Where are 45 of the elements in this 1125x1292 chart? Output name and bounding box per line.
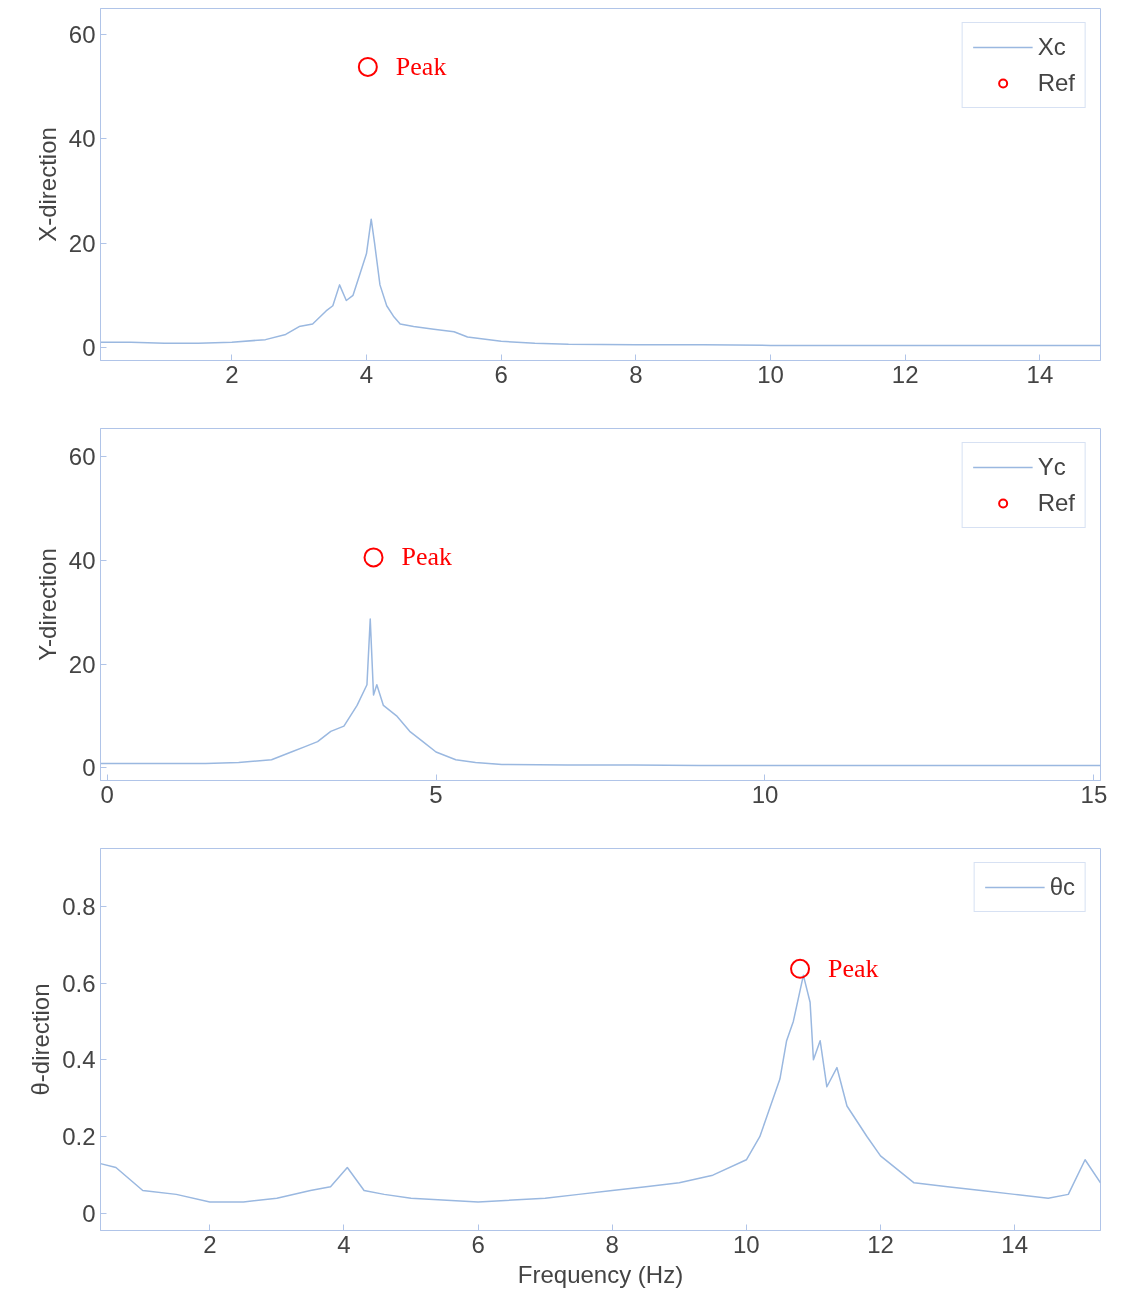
x-tick-label: 4 bbox=[359, 360, 374, 388]
x-tick-label: 6 bbox=[494, 360, 508, 388]
y-tick-label: 0 bbox=[82, 333, 96, 361]
x-tick-label: 0 bbox=[100, 780, 114, 808]
y-tick-label: 0.4 bbox=[62, 1046, 96, 1074]
y-tick-label: 0.6 bbox=[62, 969, 96, 997]
y-tick-label: 0 bbox=[82, 1200, 96, 1228]
x-axis-title: Frequency (Hz) bbox=[517, 1260, 684, 1288]
y-axis-title: θ-direction bbox=[27, 983, 55, 1096]
x-tick-label: 12 bbox=[867, 1230, 894, 1258]
x-tick-label: 14 bbox=[1001, 1230, 1029, 1258]
x-tick-label: 5 bbox=[429, 780, 443, 808]
x-tick-label: 10 bbox=[757, 360, 784, 388]
legend-label: Xc bbox=[1037, 33, 1066, 61]
legend-label: Ref bbox=[1037, 69, 1075, 97]
x-tick-label: 12 bbox=[891, 360, 919, 388]
annotation: Peak bbox=[828, 953, 879, 983]
x-tick-label: 6 bbox=[471, 1230, 485, 1258]
x-tick-label: 8 bbox=[605, 1230, 619, 1258]
x-tick-label: 10 bbox=[733, 1230, 760, 1258]
y-tick-label: 0 bbox=[82, 754, 96, 782]
line-series bbox=[100, 618, 1101, 767]
y-axis-title: X-direction bbox=[33, 127, 61, 242]
x-tick-label: 8 bbox=[629, 360, 643, 388]
legend-label: θc bbox=[1049, 873, 1075, 901]
line-series bbox=[100, 218, 1101, 347]
y-axis-title: Y-direction bbox=[33, 548, 61, 661]
y-tick-label: 0.8 bbox=[62, 892, 96, 920]
legend-label: Yc bbox=[1037, 453, 1066, 481]
y-tick-label: 20 bbox=[68, 650, 96, 678]
annotation: Peak bbox=[401, 542, 453, 572]
x-tick-label: 2 bbox=[203, 1230, 217, 1258]
legend-label: Ref bbox=[1037, 489, 1075, 517]
y-tick-label: 60 bbox=[68, 21, 96, 49]
y-tick-label: 20 bbox=[68, 229, 96, 257]
y-tick-label: 60 bbox=[68, 443, 96, 471]
y-tick-label: 40 bbox=[68, 547, 96, 574]
x-tick-label: 15 bbox=[1080, 780, 1108, 808]
y-tick-label: 40 bbox=[68, 125, 96, 153]
x-tick-label: 2 bbox=[225, 360, 239, 388]
annotation: Peak bbox=[395, 51, 447, 81]
y-tick-label: 0.2 bbox=[62, 1123, 96, 1151]
x-tick-label: 14 bbox=[1026, 360, 1054, 388]
x-tick-label: 10 bbox=[751, 780, 779, 808]
x-tick-label: 4 bbox=[337, 1230, 351, 1258]
